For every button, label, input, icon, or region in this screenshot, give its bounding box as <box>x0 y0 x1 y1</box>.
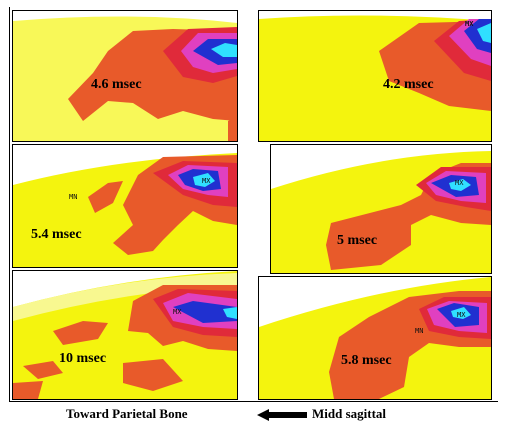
direction-caption: Toward Parietal Bone Midd sagittal <box>0 404 507 424</box>
time-label: 5.4 msec <box>31 227 82 242</box>
caption-right-text: Midd sagittal <box>312 406 387 421</box>
topographic-map <box>259 277 491 399</box>
max-marker: MX <box>465 20 474 28</box>
max-marker: MX <box>455 179 464 187</box>
arrow-left-icon <box>257 409 307 421</box>
time-label: 4.2 msec <box>383 77 434 92</box>
topographic-map <box>13 11 237 141</box>
panel-5-8-msec: 5.8 msec MN MX <box>258 276 492 400</box>
topographic-map <box>13 271 237 399</box>
time-label: 4.6 msec <box>91 77 142 92</box>
panel-4-6-msec: 4.6 msec MX <box>12 10 238 142</box>
panel-10-msec: 10 msec MX <box>12 270 238 400</box>
max-marker: MX <box>457 311 466 319</box>
figure-frame <box>9 7 498 402</box>
time-label: 10 msec <box>59 351 107 366</box>
panel-4-2-msec: 4.2 msec MX <box>258 10 492 142</box>
max-marker: MX <box>202 177 211 185</box>
panel-5-4-msec: 5.4 msec MN MX <box>12 144 238 268</box>
topographic-map <box>271 145 491 273</box>
min-marker: MN <box>69 193 78 201</box>
panel-5-msec: 5 msec MX <box>270 144 492 274</box>
time-label: 5 msec <box>337 233 378 248</box>
topographic-map <box>13 145 237 267</box>
topographic-map <box>259 11 491 141</box>
max-marker: MX <box>173 308 182 316</box>
caption-left-text: Toward Parietal Bone <box>66 406 188 421</box>
time-label: 5.8 msec <box>341 353 392 368</box>
min-marker: MN <box>415 327 424 335</box>
